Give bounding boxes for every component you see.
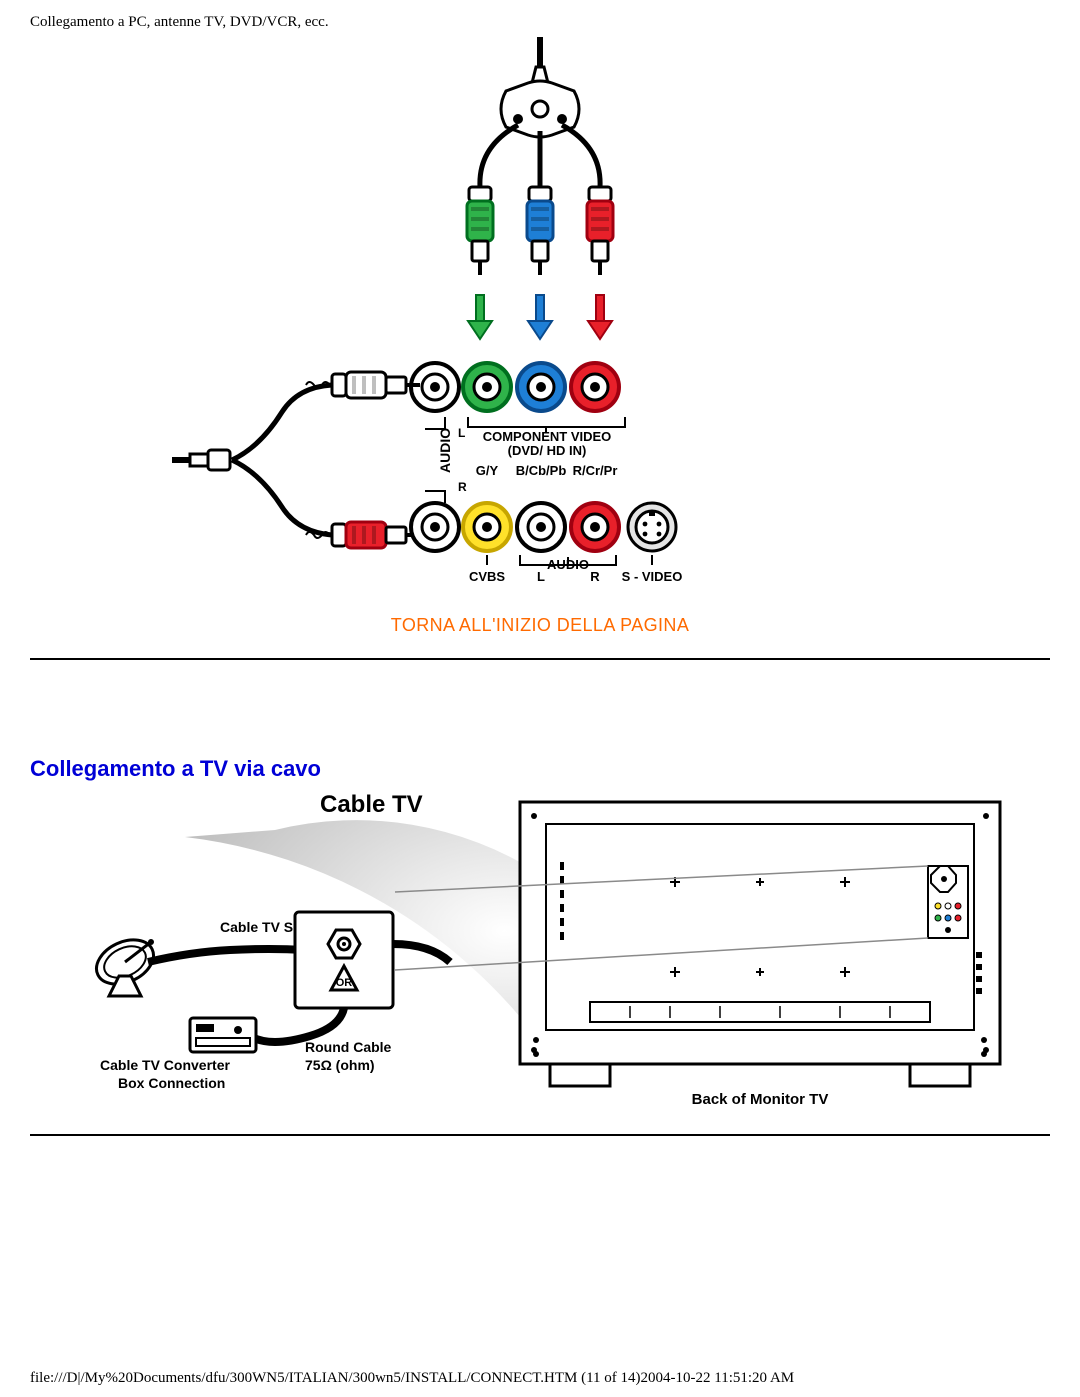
divider-2 — [30, 1134, 1050, 1136]
svg-text:CVBS: CVBS — [469, 569, 505, 584]
svg-text:Cable TV Converter: Cable TV Converter — [100, 1057, 230, 1073]
svg-text:Round Cable: Round Cable — [305, 1039, 392, 1055]
svg-text:R: R — [590, 569, 600, 584]
svg-text:COMPONENT VIDEO: COMPONENT VIDEO — [483, 429, 612, 444]
svg-text:AUDIO: AUDIO — [547, 557, 589, 572]
svg-text:Box Connection: Box Connection — [118, 1075, 225, 1091]
page-header: Collegamento a PC, antenne TV, DVD/VCR, … — [30, 14, 1050, 31]
section-title-cable-tv: Collegamento a TV via cavo — [30, 756, 1050, 782]
svg-text:L: L — [458, 426, 465, 440]
svg-text:OR: OR — [336, 977, 353, 989]
svg-text:(DVD/ HD IN): (DVD/ HD IN) — [508, 443, 587, 458]
svg-text:AUDIO: AUDIO — [437, 428, 453, 473]
diagram-cable-tv: Cable TV Cable TV Signal Input — [40, 782, 1040, 1112]
svg-text:L: L — [537, 569, 545, 584]
svg-text:S - VIDEO: S - VIDEO — [622, 569, 683, 584]
page-footer-path: file:///D|/My%20Documents/dfu/300WN5/ITA… — [30, 1370, 794, 1387]
back-to-top-link[interactable]: TORNA ALL'INIZIO DELLA PAGINA — [391, 615, 689, 635]
svg-text:Cable TV: Cable TV — [320, 791, 423, 818]
divider-1 — [30, 658, 1050, 660]
svg-text:75Ω (ohm): 75Ω (ohm) — [305, 1057, 375, 1073]
svg-text:Back of Monitor TV: Back of Monitor TV — [692, 1091, 829, 1108]
svg-text:B/Cb/Pb: B/Cb/Pb — [516, 463, 567, 478]
svg-text:R/Cr/Pr: R/Cr/Pr — [573, 463, 618, 478]
svg-text:G/Y: G/Y — [476, 463, 499, 478]
diagram-component-video: AUDIO L R COMPONENT VIDEO (DVD/ HD IN) G… — [160, 37, 920, 597]
svg-text:R: R — [458, 480, 467, 494]
